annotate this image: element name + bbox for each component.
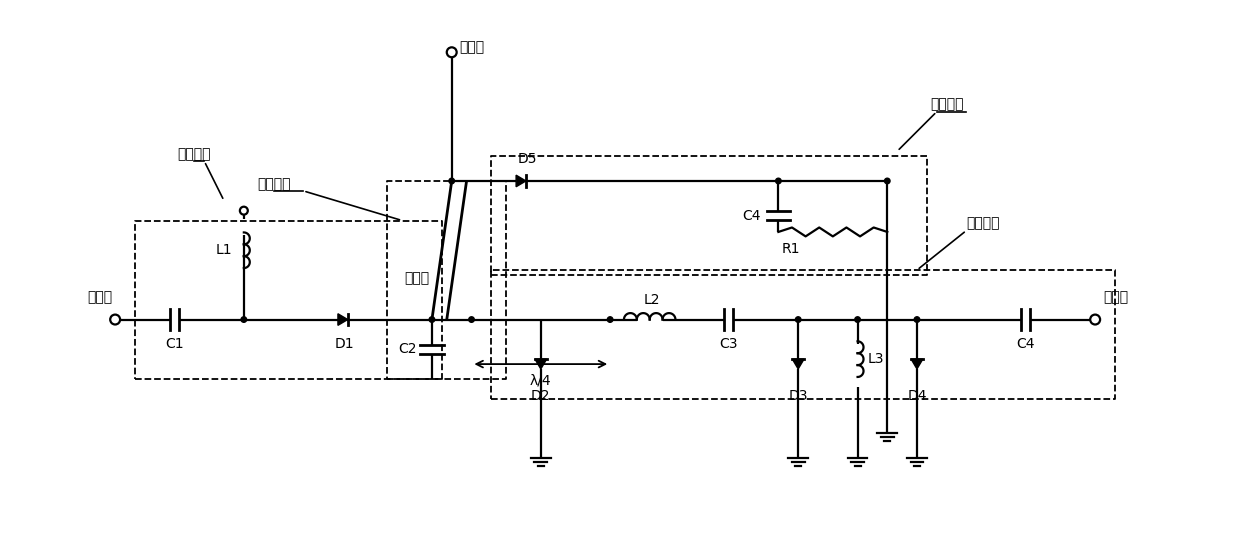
Text: λ/4: λ/4 <box>529 374 552 388</box>
Text: D5: D5 <box>518 152 538 166</box>
Polygon shape <box>339 314 347 326</box>
Text: D2: D2 <box>531 389 551 403</box>
Text: D1: D1 <box>335 337 355 351</box>
Text: 天线支路: 天线支路 <box>257 177 290 191</box>
Circle shape <box>429 317 435 322</box>
Text: D3: D3 <box>789 389 808 403</box>
Text: C3: C3 <box>719 337 738 351</box>
Polygon shape <box>534 359 547 369</box>
Text: L1: L1 <box>216 243 232 257</box>
Circle shape <box>854 317 861 322</box>
Text: 接收端: 接收端 <box>1104 291 1128 305</box>
Circle shape <box>469 317 474 322</box>
Polygon shape <box>911 359 923 369</box>
Text: R1: R1 <box>781 242 800 256</box>
Text: 天线端: 天线端 <box>460 40 485 54</box>
Text: 发射端: 发射端 <box>87 291 112 305</box>
Text: L3: L3 <box>868 352 884 366</box>
Polygon shape <box>792 359 804 369</box>
Text: C4: C4 <box>1017 337 1035 351</box>
Circle shape <box>775 178 781 184</box>
Text: 耦合器: 耦合器 <box>404 271 429 285</box>
Circle shape <box>608 317 613 322</box>
Circle shape <box>449 178 455 184</box>
Text: L2: L2 <box>644 293 660 307</box>
Text: 发射支路: 发射支路 <box>177 147 211 161</box>
Text: 检波电路: 检波电路 <box>930 98 963 112</box>
Text: C2: C2 <box>398 342 417 356</box>
Text: C4: C4 <box>742 208 760 223</box>
Text: 接收支路: 接收支路 <box>966 217 999 230</box>
Circle shape <box>241 317 247 322</box>
Circle shape <box>795 317 801 322</box>
Polygon shape <box>516 175 526 187</box>
Circle shape <box>914 317 920 322</box>
Text: C1: C1 <box>165 337 184 351</box>
Text: D4: D4 <box>908 389 926 403</box>
Circle shape <box>884 178 890 184</box>
